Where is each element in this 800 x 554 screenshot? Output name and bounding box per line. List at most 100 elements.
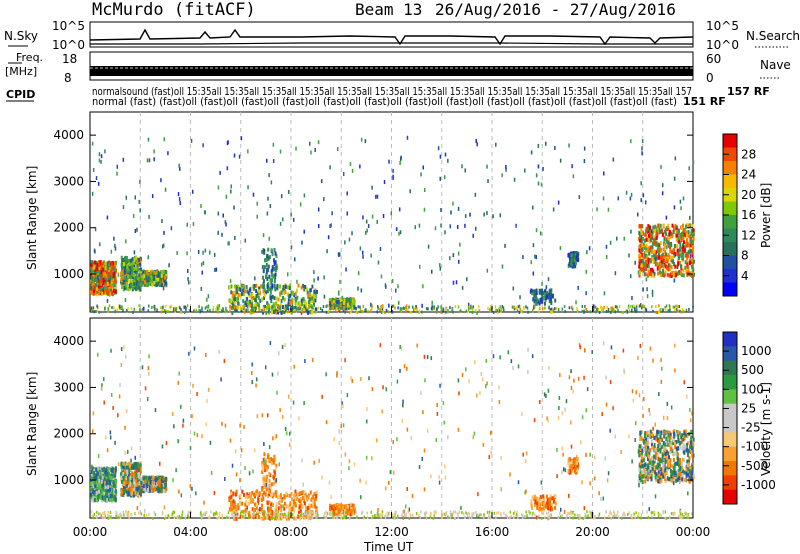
range-cell [625,309,628,313]
range-cell [228,241,230,246]
range-cell [229,489,232,494]
range-cell [135,482,138,487]
range-cell [676,252,679,257]
range-cell [690,229,693,234]
range-cell [521,310,524,314]
range-cell [376,310,379,314]
range-cell [520,309,523,313]
range-cell [271,305,273,309]
range-cell [616,307,619,311]
range-cell [679,245,682,250]
range-cell [671,223,674,228]
range-cell [129,465,132,470]
range-cell [361,309,364,313]
range-cell [90,492,93,497]
range-cell [691,253,694,258]
range-cell [247,308,249,312]
range-cell [418,264,421,269]
range-cell [683,245,686,250]
range-cell [152,484,155,489]
range-cell [576,253,579,258]
range-cell [271,285,274,290]
range-cell [161,276,164,281]
range-cell [575,300,577,305]
range-cell [280,310,282,314]
range-cell [293,306,296,310]
range-cell [255,294,258,299]
range-cell [91,308,94,312]
range-cell [359,305,361,309]
range-cell [151,481,154,486]
range-cell [94,273,97,278]
range-cell [244,494,247,499]
range-cell [385,308,388,312]
range-cell [145,483,148,488]
range-cell [293,508,296,513]
range-cell [263,468,266,473]
range-cell [275,266,278,271]
range-cell [114,279,117,284]
range-cell [121,489,124,494]
range-cell [348,301,351,306]
range-cell [628,310,631,314]
range-cell [263,452,266,457]
range-cell [312,294,315,299]
range-cell [326,304,328,308]
range-cell [262,279,265,284]
range-cell [114,490,117,495]
range-cell [261,469,264,474]
range-cell [142,486,145,491]
range-cell [242,299,245,304]
range-cell [643,305,645,309]
range-cell [135,490,138,495]
range-cell [138,481,141,486]
range-cell [457,206,460,211]
range-cell [486,164,488,169]
range-cell [681,247,684,252]
range-cell [534,301,537,306]
range-cell [99,281,102,286]
range-cell [467,309,470,313]
range-cell [685,233,688,238]
range-cell [601,306,603,310]
range-cell [682,273,685,278]
range-cell [646,230,649,235]
range-cell [134,275,137,280]
range-cell [110,282,113,287]
range-cell [155,481,158,486]
range-cell [230,500,233,505]
range-cell [104,485,107,490]
range-cell [652,225,655,230]
range-cell [234,505,237,510]
range-cell [303,193,306,198]
range-cell [99,287,102,292]
range-cell [160,484,163,489]
range-cell [646,294,649,299]
range-cell [268,500,271,505]
range-cell [276,283,279,288]
range-cell [400,155,402,160]
range-cell [230,290,233,295]
cpid-row1: normalsound (fast)oll 15:35all 15:35all … [92,85,692,98]
range-cell [157,475,160,480]
range-cell [90,260,93,265]
range-cell [110,484,113,489]
range-cell [251,292,254,297]
range-cell [644,272,647,277]
range-cell [601,309,603,313]
range-cell [112,266,115,271]
range-cell [260,497,263,502]
range-cell [690,231,693,236]
range-cell [217,307,219,311]
range-cell [625,190,628,195]
range-cell [137,275,140,280]
range-cell [256,489,259,494]
range-cell [665,226,668,231]
range-cell [431,269,433,274]
range-cell [648,251,651,256]
range-cell [274,267,277,272]
range-cell [161,486,164,491]
range-cell [232,293,235,298]
range-cell [359,308,362,312]
range-cell [388,159,390,164]
